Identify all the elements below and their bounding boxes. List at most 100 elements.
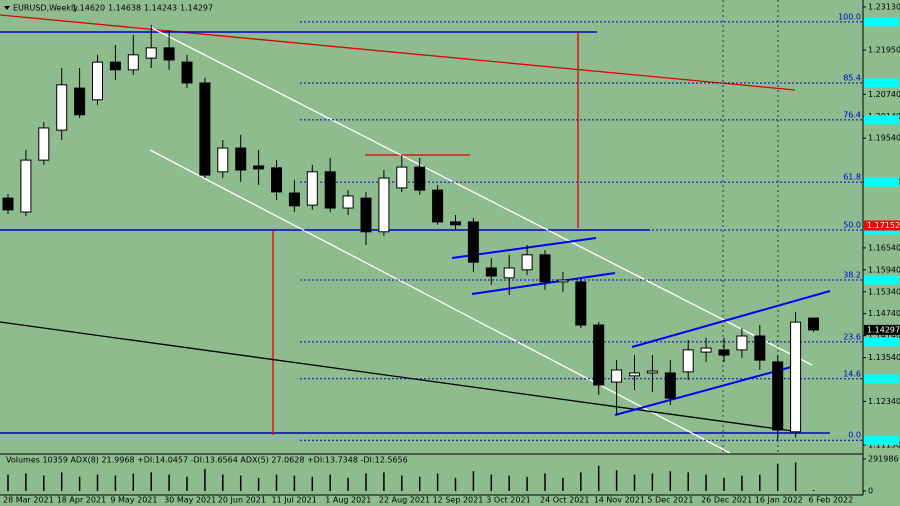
x-tick-label: 6 Feb 2022 [809,496,854,505]
candle-body [2,197,14,211]
fib-label: 38.2 [843,271,861,280]
candle-body [199,82,211,176]
candle-body [611,369,623,383]
y-tick-label: 1.15340 [868,287,900,296]
fib-price-box [864,337,899,347]
channel-line [149,26,813,366]
candle-body [467,221,479,263]
trend-line [0,321,801,433]
candle-body [646,370,658,374]
y-tick-label: 1.20740 [868,90,900,99]
y-tick-label: 1.15940 [868,265,900,274]
candle-body [163,47,175,61]
fib-price-box [864,78,899,88]
header-value: 1.14243 [144,4,177,13]
candle-body [485,267,497,277]
candle-body [664,372,676,399]
candle-body [736,335,748,351]
fib-price-box [864,115,899,125]
fib-price-box [864,177,899,187]
x-tick-label: 24 Oct 2021 [540,496,589,505]
price-box [864,324,900,335]
menu-icon[interactable] [4,6,10,10]
candle-body [38,127,50,161]
x-tick-label: 26 Dec 2021 [701,496,752,505]
candle-body [521,254,533,271]
channel-line [631,290,831,348]
fib-label: 0.0 [848,431,861,440]
chart-title: EURUSD,Weekly [13,4,78,13]
x-tick-label: 30 May 2021 [164,496,216,505]
y-tick-label: 0 [868,487,873,496]
y-tick-label: 1.19540 [868,134,900,143]
candle-body [127,54,139,71]
candle-body [342,195,354,209]
x-tick-label: 22 Aug 2021 [379,496,430,505]
y-tick-label: 1.16540 [868,243,900,252]
candle-body [718,349,730,356]
candle-body [253,165,265,170]
fib-price-box [864,435,899,445]
fib-price-box [864,374,899,384]
fib-price-box [864,275,899,285]
candle-body [145,47,157,59]
candle-body [306,171,318,206]
candle-body [74,87,86,116]
fib-price-box [864,17,899,27]
y-tick-label: 291986 [868,455,899,464]
candle-body [539,254,551,283]
x-tick-label: 11 Jul 2021 [272,496,317,505]
candle-body [503,267,515,279]
candle-body [629,372,640,377]
x-tick-label: 18 Apr 2021 [57,496,106,505]
candle-body [593,324,605,386]
channel-line [149,149,731,454]
fib-label: 61.8 [843,173,861,182]
candle-body [217,147,229,173]
channel-line [614,365,796,416]
x-tick-label: 5 Dec 2021 [647,496,693,505]
candle-body [575,281,587,326]
candle-body [450,221,461,226]
price-box [864,220,900,231]
candle-body [754,335,766,361]
y-tick-label: 1.13540 [868,353,900,362]
x-tick-label: 28 Mar 2021 [3,496,54,505]
y-tick-label: 1.21950 [868,46,900,55]
candle-body [360,197,372,233]
trend-line [0,14,796,91]
candle-body [271,167,282,193]
x-tick-label: 20 Jun 2021 [218,496,266,505]
header-value: 1.14638 [108,4,141,13]
candle-body [790,321,802,433]
x-tick-label: 3 Oct 2021 [486,496,530,505]
candle-body [432,189,444,223]
channel-line [471,272,616,295]
candle-body [682,349,694,373]
candle-body [20,159,32,213]
candle-body [772,361,784,431]
price-label: 1.17152 [867,221,900,230]
candle-body [414,166,426,191]
y-tick-label: 1.14740 [868,309,900,318]
y-tick-label: 1.11150 [868,440,900,449]
candle-body [396,166,408,189]
candle-body [235,147,247,171]
x-tick-label: 9 May 2021 [110,496,157,505]
fib-label: 76.4 [843,110,861,119]
candle-body [557,279,569,283]
y-tick-label: 1.23130 [868,2,900,11]
y-tick-label: 1.14140 [868,331,900,340]
fib-label: 14.6 [843,369,861,378]
candle-body [808,317,819,331]
candle-body [700,347,712,353]
candle-body [181,61,193,84]
y-tick-label: 1.12340 [868,397,900,406]
candle-body [378,177,390,233]
fib-label: 100.0 [838,12,861,21]
fib-label: 23.6 [843,332,861,341]
candle-body [56,84,68,131]
